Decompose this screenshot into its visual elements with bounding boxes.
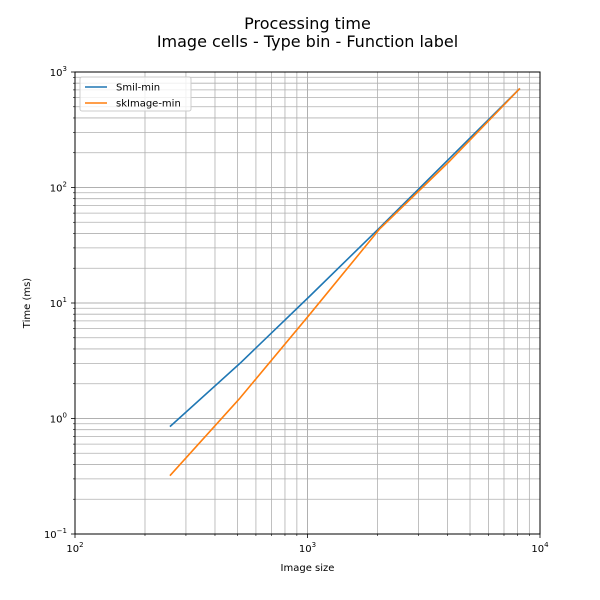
y-tick-label: 103 (50, 65, 67, 79)
legend-items: Smil-min skImage-min (85, 83, 181, 110)
y-tick-label: 100 (50, 412, 67, 426)
x-tick-label: 104 (531, 541, 549, 555)
chart-title-line1: Processing time (244, 14, 371, 33)
x-axis-label: Image size (281, 563, 335, 574)
x-axis-ticks: 102 103 104 (66, 534, 549, 555)
legend-box (79, 76, 192, 112)
series-line-skimage-min (169, 87, 521, 477)
x-tick-label: 102 (66, 541, 83, 555)
legend: Smil-min skImage-min (79, 76, 192, 112)
x-tick-label: 103 (299, 541, 316, 555)
y-axis-ticks: 10−1 100 101 102 103 (44, 65, 75, 541)
y-tick-label: 10−1 (44, 527, 67, 541)
y-tick-label: 101 (50, 296, 67, 310)
y-tick-label: 102 (50, 181, 67, 195)
plot-area (74, 71, 541, 535)
chart-title-line2: Image cells - Type bin - Function label (157, 32, 458, 51)
legend-label: skImage-min (116, 99, 181, 110)
series-line-smil-min (169, 87, 521, 428)
y-axis-label: Time (ms) (22, 278, 33, 330)
series-lines (169, 87, 521, 477)
grid-lines (74, 72, 540, 535)
legend-label: Smil-min (116, 83, 160, 94)
